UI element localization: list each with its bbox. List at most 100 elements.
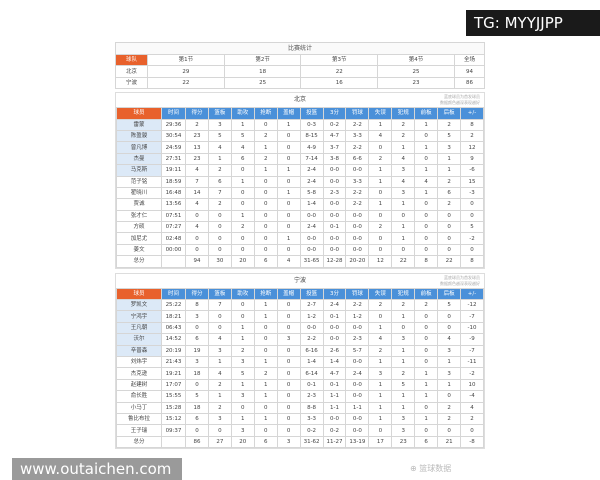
column-header[interactable]: 3分 xyxy=(322,107,347,120)
column-header[interactable]: 盖帽 xyxy=(276,107,301,120)
player-name[interactable]: 姜文 xyxy=(116,243,162,257)
stat-cell: 0 xyxy=(207,321,232,335)
summary-cell: 北京 xyxy=(115,65,148,78)
stat-cell: 3 xyxy=(207,118,232,131)
column-header[interactable]: 盖帽 xyxy=(276,287,301,301)
player-name[interactable]: 小马丁 xyxy=(116,401,162,414)
player-name[interactable]: 沃尔 xyxy=(116,333,162,346)
stat-cell: 7 xyxy=(207,299,232,312)
column-header[interactable]: 篮板 xyxy=(207,107,232,120)
stat-cell: 4-7 xyxy=(322,129,347,143)
player-name[interactable]: 宁鸿宇 xyxy=(116,310,162,323)
column-header[interactable]: 后板 xyxy=(437,107,462,120)
player-name[interactable]: 曾凡博 xyxy=(116,141,162,154)
stat-cell: 18 xyxy=(185,401,209,414)
stat-cell: 2 xyxy=(391,299,416,312)
player-name[interactable]: 范子铭 xyxy=(116,175,162,188)
player-name[interactable]: 杰克逊 xyxy=(116,367,162,380)
player-name[interactable]: 俞长胜 xyxy=(116,390,162,403)
player-name[interactable]: 辛普森 xyxy=(116,344,162,358)
stat-cell: 0 xyxy=(414,355,439,369)
player-name[interactable]: 罗凯文 xyxy=(116,299,162,312)
column-header[interactable]: +/- xyxy=(460,287,484,301)
column-header[interactable]: 时间 xyxy=(161,287,186,301)
player-name[interactable]: 赵建树 xyxy=(116,378,162,392)
column-header[interactable]: 失误 xyxy=(368,107,393,120)
stat-cell: 1 xyxy=(414,378,439,392)
stat-cell: 0 xyxy=(207,221,232,234)
player-name[interactable]: 总分 xyxy=(116,255,162,268)
stat-cell: 0 xyxy=(276,175,301,188)
stat-cell: 1 xyxy=(207,390,232,403)
column-header[interactable]: 失误 xyxy=(368,287,393,301)
player-name[interactable]: 鲁比布拉 xyxy=(116,412,162,426)
player-name[interactable]: 雷蒙 xyxy=(116,118,162,131)
stat-cell: 5 xyxy=(230,367,255,380)
player-name[interactable]: 方硕 xyxy=(116,221,162,234)
stat-cell: 2 xyxy=(368,344,393,358)
summary-cell: 16 xyxy=(300,76,379,90)
column-header[interactable]: 助攻 xyxy=(230,287,255,301)
column-header[interactable]: 抢断 xyxy=(253,107,278,120)
column-header[interactable]: 助攻 xyxy=(230,107,255,120)
column-header[interactable]: 时间 xyxy=(161,107,186,120)
stat-cell: 9 xyxy=(460,152,484,166)
column-header[interactable]: 3分 xyxy=(322,287,347,301)
stat-cell: 1 xyxy=(253,355,278,369)
column-header[interactable]: 犯规 xyxy=(391,107,416,120)
stat-cell: 2-3 xyxy=(345,333,370,346)
column-header[interactable]: 抢断 xyxy=(253,287,278,301)
stat-cell: 02:48 xyxy=(161,232,186,245)
column-header[interactable]: 罚球 xyxy=(345,107,370,120)
stat-cell: 0 xyxy=(391,243,416,257)
column-header[interactable]: 球员 xyxy=(116,107,162,120)
column-header[interactable]: +/- xyxy=(460,107,484,120)
player-name[interactable]: 刘炜宇 xyxy=(116,355,162,369)
stat-cell: 0 xyxy=(414,129,439,143)
column-header[interactable]: 球员 xyxy=(116,287,162,301)
player-name[interactable]: 总分 xyxy=(116,435,162,449)
player-name[interactable]: 翟晓川 xyxy=(116,186,162,200)
column-header[interactable]: 得分 xyxy=(185,287,209,301)
stat-cell: 1 xyxy=(368,390,393,403)
stat-cell: -7 xyxy=(460,310,484,323)
stat-cell: 1 xyxy=(414,118,439,131)
stat-cell: 2 xyxy=(368,152,393,166)
stat-cell: 0-1 xyxy=(299,378,324,392)
column-header[interactable]: 得分 xyxy=(185,107,209,120)
player-name[interactable]: 加尼尤 xyxy=(116,232,162,245)
player-row: 俞长胜 15:55 5 1 3 1 0 2-3 1-1 0-0 1 1 1 0 -4 xyxy=(116,390,484,403)
stat-cell: 0 xyxy=(391,209,416,223)
player-name[interactable]: 杰曼 xyxy=(116,152,162,166)
stat-cell: 0-0 xyxy=(345,355,370,369)
player-name[interactable]: 贾诚 xyxy=(116,198,162,211)
stat-cell: 1-4 xyxy=(299,198,324,211)
stat-cell: 24:59 xyxy=(161,141,186,154)
player-row: 张才仁 07:51 0 0 1 0 0 0-0 0-0 0-0 0 0 0 0 0 xyxy=(116,209,484,223)
player-name[interactable]: 王凡朝 xyxy=(116,321,162,335)
column-header[interactable]: 篮板 xyxy=(207,287,232,301)
stat-cell: 0-1 xyxy=(322,378,347,392)
column-header[interactable]: 后板 xyxy=(437,287,462,301)
column-header[interactable]: 前板 xyxy=(414,107,439,120)
stat-cell: 4 xyxy=(368,129,393,143)
stat-cell: 5 xyxy=(437,299,462,312)
column-header[interactable]: 投篮 xyxy=(299,287,324,301)
stat-cell: 0 xyxy=(276,243,301,257)
column-header[interactable]: 前板 xyxy=(414,287,439,301)
stat-cell: 7 xyxy=(207,186,232,200)
player-name[interactable]: 马克斯 xyxy=(116,164,162,177)
stat-cell: 5 xyxy=(460,221,484,234)
column-header[interactable]: 罚球 xyxy=(345,287,370,301)
column-header[interactable]: 犯规 xyxy=(391,287,416,301)
stat-cell: 2-2 xyxy=(299,333,324,346)
stat-cell: 1 xyxy=(230,209,255,223)
player-name[interactable]: 王子瑞 xyxy=(116,424,162,437)
column-header[interactable]: 投篮 xyxy=(299,107,324,120)
player-name[interactable]: 陈盈骏 xyxy=(116,129,162,143)
stat-cell: 1 xyxy=(391,344,416,358)
stat-cell: 8-15 xyxy=(299,129,324,143)
player-name[interactable]: 张才仁 xyxy=(116,209,162,223)
stat-cell: 0-0 xyxy=(345,232,370,245)
stat-cell: 0 xyxy=(368,243,393,257)
